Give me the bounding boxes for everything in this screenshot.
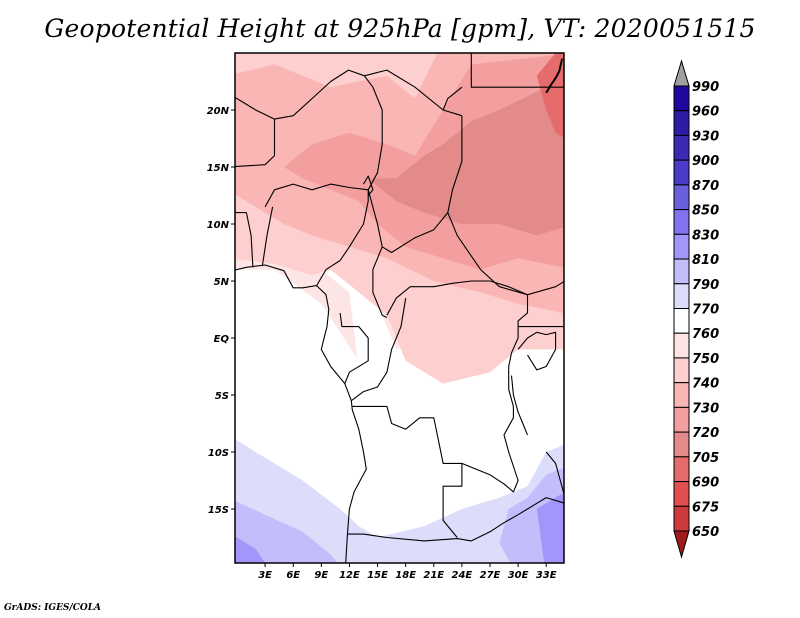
colorbar-label: 690 (692, 476, 719, 491)
colorbar-swatch (673, 85, 690, 112)
border-benin-togo (245, 212, 254, 268)
colorbar-label: 990 (692, 80, 719, 95)
colorbar-swatch (673, 308, 690, 334)
border-angola-namibia (347, 533, 472, 542)
contour-band-sw-850 (235, 536, 266, 563)
colorbar-label: 750 (692, 352, 719, 367)
y-tick-label: 20N (207, 106, 230, 117)
y-tick-label: 10S (208, 448, 229, 459)
y-tick-label: 15N (207, 163, 230, 174)
border-congo-gabon (339, 312, 369, 384)
border-tanganyika (510, 375, 529, 436)
border-mali-niger (235, 119, 276, 168)
x-tick-label: 9E (314, 570, 328, 581)
x-axis: 3E 6E 9E 12E 15E 18E 21E 24E 27E 30E 33E (258, 563, 557, 581)
colorbar-swatch (673, 283, 690, 309)
colorbar-label: 720 (692, 426, 719, 441)
border-chad-car (367, 189, 449, 254)
x-tick-label: 3E (258, 570, 272, 581)
colorbar-swatch (673, 258, 690, 285)
y-tick-label: 15S (208, 505, 229, 516)
y-tick-label: 5N (214, 277, 230, 288)
border-zambezi (471, 514, 519, 542)
x-tick-label: 30E (508, 570, 529, 581)
chart-title: Geopotential Height at 925hPa [gpm], VT:… (44, 14, 756, 43)
x-tick-label: 18E (395, 570, 416, 581)
colorbar-label: 900 (692, 154, 719, 169)
colorbar-label: 705 (692, 451, 719, 466)
colorbar-label: 760 (692, 327, 719, 342)
border-congo-drc (350, 298, 407, 402)
colorbar-label: 740 (692, 377, 719, 392)
contour-band-se-850 (536, 492, 564, 563)
border-west-africa-coast (235, 264, 367, 563)
colorbar-swatch (673, 481, 690, 507)
map-field (235, 53, 564, 563)
x-tick-label: 6E (286, 570, 300, 581)
border-libya-egypt (470, 53, 564, 88)
map-frame (234, 52, 565, 564)
colorbar-swatch (673, 159, 690, 186)
colorbar-label: 770 (692, 303, 719, 318)
border-libya-chad (364, 69, 463, 117)
border-car-drc (386, 280, 528, 316)
colorbar-swatch (673, 505, 690, 532)
colorbar-label: 830 (692, 228, 719, 243)
colorbar-label: 850 (692, 204, 719, 219)
colorbar-label: 650 (692, 525, 719, 540)
colorbar-swatch (673, 456, 690, 483)
colorbar-over-triangle (673, 59, 690, 87)
x-tick-label: 15E (367, 570, 388, 581)
colorbar-label: 730 (692, 401, 719, 416)
contour-band-sw-830 (235, 500, 338, 563)
colorbar-swatch (673, 209, 690, 235)
colorbar-swatch (673, 406, 690, 433)
colorbar-swatch (673, 382, 690, 408)
country-borders (235, 53, 564, 563)
colorbar-swatch (673, 110, 690, 136)
border-malawi (545, 451, 564, 497)
colorbar-label: 870 (692, 179, 719, 194)
colorbar-label: 960 (692, 105, 719, 120)
colorbar-under-triangle (673, 530, 690, 559)
colorbar-swatch (673, 357, 690, 384)
x-tick-label: 33E (536, 570, 557, 581)
contour-band-pink-720 (368, 72, 564, 236)
colorbar-swatch (673, 233, 690, 260)
colorbar-label: 810 (692, 253, 719, 268)
border-sudan-border (447, 115, 564, 296)
border-niger-chad (363, 75, 383, 191)
colorbar-swatch (673, 332, 690, 359)
x-tick-label: 24E (452, 570, 473, 581)
border-drc-zambia (461, 294, 529, 493)
border-algeria-niger (235, 69, 365, 120)
grads-credit: GrADS: IGES/COLA (4, 603, 102, 613)
border-drc-angola (352, 405, 463, 538)
colorbar-label: 675 (692, 500, 719, 515)
border-cameroon-car (372, 246, 388, 318)
x-tick-label: 12E (339, 570, 360, 581)
colorbar-swatch (673, 184, 690, 211)
border-chad-sudan-north (442, 86, 463, 111)
y-tick-label: EQ (214, 334, 230, 345)
border-lake-victoria-uganda (517, 331, 557, 371)
y-axis: 20N 15N 10N 5N EQ 5S 10S 15S (207, 106, 235, 516)
border-zambia-moz (517, 497, 564, 516)
y-tick-label: 5S (215, 391, 229, 402)
colorbar-label: 790 (692, 278, 719, 293)
colorbar: 990 960 930 900 870 850 830 810 790 770 760 750 740 7… (673, 59, 719, 559)
border-benin-nigeria (261, 206, 274, 267)
border-niger-nigeria (264, 183, 369, 208)
contour-band-sw-810 (235, 439, 564, 563)
border-nigeria-cameroon (316, 189, 369, 286)
colorbar-swatch (673, 431, 690, 458)
border-lake-chad (363, 175, 374, 196)
x-tick-label: 21E (423, 570, 444, 581)
colorbar-label: 930 (692, 129, 719, 144)
y-tick-label: 10N (207, 220, 230, 231)
x-tick-label: 27E (480, 570, 501, 581)
colorbar-swatch (673, 134, 690, 161)
border-nile-lake (545, 58, 564, 94)
